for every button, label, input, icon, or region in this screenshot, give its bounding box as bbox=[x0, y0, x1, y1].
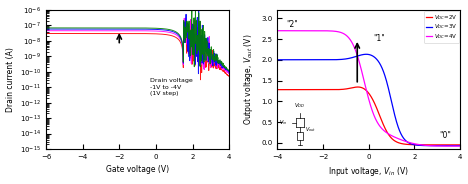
Text: $V_{DD}$: $V_{DD}$ bbox=[294, 101, 306, 110]
$V_{DC}$=3V bbox=[364, 53, 369, 55]
$V_{DC}$=3V bbox=[381, 71, 387, 73]
$V_{DC}$=4V bbox=[391, 136, 396, 138]
$V_{DC}$=2V bbox=[386, 133, 391, 136]
Text: "1": "1" bbox=[373, 34, 385, 43]
Line: $V_{DC}$=4V: $V_{DC}$=4V bbox=[277, 31, 460, 146]
$V_{DC}$=2V bbox=[457, 144, 463, 146]
$V_{DC}$=3V bbox=[274, 59, 280, 61]
$V_{DC}$=3V bbox=[391, 111, 397, 113]
$V_{DC}$=4V bbox=[457, 145, 463, 147]
Text: "2": "2" bbox=[286, 20, 298, 29]
$V_{DC}$=2V bbox=[413, 144, 419, 146]
Legend: $V_{DC}$=2V, $V_{DC}$=3V, $V_{DC}$=4V: $V_{DC}$=2V, $V_{DC}$=3V, $V_{DC}$=4V bbox=[424, 11, 459, 43]
Y-axis label: Output voltage, $V_{out}$ (V): Output voltage, $V_{out}$ (V) bbox=[242, 34, 256, 125]
$V_{DC}$=4V bbox=[386, 133, 391, 135]
$V_{DC}$=2V bbox=[391, 139, 397, 141]
$V_{DC}$=4V bbox=[432, 145, 438, 147]
$V_{DC}$=3V bbox=[413, 144, 419, 146]
Text: $V_{in}$: $V_{in}$ bbox=[279, 118, 287, 127]
$V_{DC}$=2V bbox=[381, 124, 387, 127]
$V_{DC}$=3V bbox=[386, 88, 391, 90]
Text: "0": "0" bbox=[439, 131, 452, 140]
Y-axis label: Drain current (A): Drain current (A) bbox=[6, 47, 15, 112]
$V_{DC}$=2V bbox=[274, 89, 280, 91]
$V_{DC}$=2V bbox=[355, 86, 361, 88]
Line: $V_{DC}$=3V: $V_{DC}$=3V bbox=[277, 54, 460, 146]
$V_{DC}$=3V bbox=[432, 145, 438, 147]
$V_{DC}$=4V bbox=[380, 129, 386, 131]
X-axis label: Gate voltage (V): Gate voltage (V) bbox=[106, 165, 169, 174]
$V_{DC}$=2V bbox=[285, 89, 291, 91]
Text: Drain voltage
-1V to -4V
(1V step): Drain voltage -1V to -4V (1V step) bbox=[150, 78, 193, 96]
X-axis label: Input voltage, $V_{in}$ (V): Input voltage, $V_{in}$ (V) bbox=[328, 165, 409, 178]
$V_{DC}$=3V bbox=[285, 59, 291, 61]
$V_{DC}$=4V bbox=[285, 30, 291, 32]
$V_{DC}$=2V bbox=[432, 144, 438, 146]
$V_{DC}$=3V bbox=[457, 145, 463, 147]
Text: $V_{out}$: $V_{out}$ bbox=[305, 125, 315, 134]
$V_{DC}$=4V bbox=[274, 30, 280, 32]
Line: $V_{DC}$=2V: $V_{DC}$=2V bbox=[277, 87, 460, 145]
$V_{DC}$=4V bbox=[413, 143, 419, 145]
